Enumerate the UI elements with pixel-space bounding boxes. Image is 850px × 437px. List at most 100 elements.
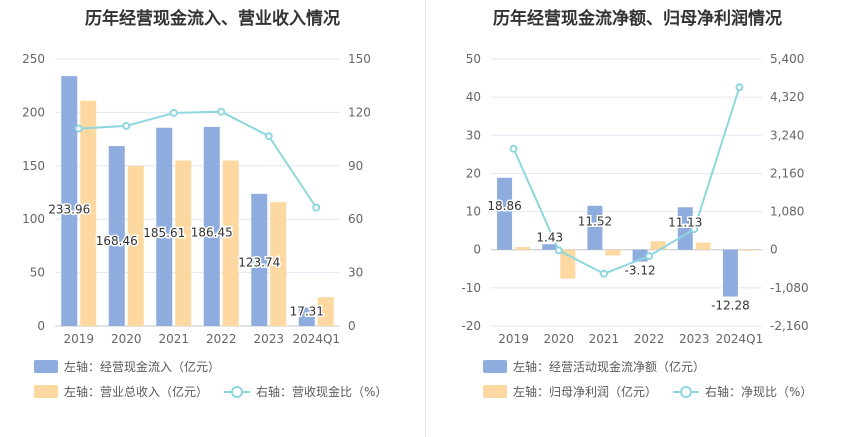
legend-label: 右轴：营收现金比（%）	[256, 385, 388, 399]
ratio-point	[599, 269, 608, 278]
bar-yellow	[695, 242, 711, 250]
bar-data-label: 123.74	[238, 256, 280, 270]
bar-blue	[542, 244, 558, 250]
ratio-point	[690, 225, 699, 234]
chart-title: 历年经营现金流净额、归母净利润情况	[493, 9, 782, 29]
right-tick-label: 90	[348, 159, 363, 173]
ratio-point	[312, 203, 321, 212]
bar-blue	[203, 126, 220, 326]
left-tick-label: 250	[22, 52, 45, 66]
ratio-point	[735, 83, 744, 92]
bar-data-label: -3.12	[625, 264, 656, 278]
bar-yellow	[222, 160, 239, 326]
left-tick-label: 50	[30, 266, 45, 280]
legend-item-cash-inflow[interactable]: 左轴：经营现金流入（亿元）	[34, 358, 220, 375]
ratio-point	[509, 144, 518, 153]
ratio-point	[169, 108, 178, 117]
legend-swatch-yellow	[483, 385, 507, 398]
right-tick-label: 3,240	[770, 128, 804, 142]
left-tick-label: 0	[473, 243, 481, 257]
legend-label: 左轴：经营现金流入（亿元）	[64, 360, 221, 374]
right-tick-label: 30	[348, 266, 363, 280]
ratio-point	[264, 132, 273, 141]
x-tick-label: 2021	[589, 332, 620, 346]
legend-swatch-line	[673, 385, 700, 399]
legend-item-operating-net-cash[interactable]: 左轴：经营活动现金流净额（亿元）	[483, 358, 705, 375]
left-tick-label: 200	[22, 105, 45, 119]
bar-yellow	[650, 241, 666, 250]
ratio-line	[78, 110, 318, 209]
left-tick-label: 20	[466, 166, 481, 180]
right-tick-label: 5,400	[770, 52, 804, 66]
legend-label: 左轴：营业总收入（亿元）	[64, 385, 209, 399]
left-tick-label: 10	[466, 205, 481, 219]
left-tick-label: 40	[466, 90, 481, 104]
bar-data-label: 11.52	[578, 215, 612, 229]
bar-yellow	[175, 160, 192, 326]
left-tick-label: 150	[22, 159, 45, 173]
legend-label: 左轴：经营活动现金流净额（亿元）	[513, 360, 706, 374]
bar-data-label: 1.43	[536, 230, 563, 244]
chart-title: 历年经营现金流入、营业收入情况	[85, 9, 340, 29]
right-tick-label: -2,160	[770, 319, 809, 333]
netcash-profit-chart: -20 -10 0 10 20 30 40 50 -2,160 -1,080 0 1,080 2,160…	[461, 52, 809, 346]
x-tick-label: 2020	[111, 332, 142, 346]
right-tick-label: 1,080	[770, 205, 804, 219]
bar-data-label: 168.46	[96, 234, 138, 248]
netcash-profit-chart-panel: 历年经营现金流净额、归母净利润情况 -20 -10 0 10 20 30 40 50 -2,16…	[425, 0, 850, 437]
x-tick-label: 2024Q1	[292, 332, 340, 346]
bar-data-label: -12.28	[711, 299, 750, 313]
bar-blue	[251, 193, 268, 326]
bar-data-label: 186.45	[191, 225, 233, 239]
right-tick-label: 60	[348, 212, 363, 226]
panel-divider	[425, 0, 426, 437]
bar-yellow	[317, 297, 334, 326]
legend-swatch-yellow	[34, 385, 58, 398]
left-tick-label: -20	[461, 319, 481, 333]
left-tick-label: 30	[466, 128, 481, 142]
bar-blue	[632, 249, 648, 262]
right-tick-label: 2,160	[770, 166, 804, 180]
x-tick-label: 2023	[253, 332, 284, 346]
left-tick-label: 100	[22, 212, 45, 226]
ratio-point	[645, 252, 654, 261]
bar-blue	[497, 177, 513, 250]
bar-yellow	[515, 247, 531, 250]
ratio-point	[217, 107, 226, 116]
legend-item-revenue[interactable]: 左轴：营业总收入（亿元）	[34, 383, 208, 400]
bar-blue	[677, 207, 693, 250]
legend-swatch-blue	[483, 360, 507, 373]
legend-row-2: 左轴：营业总收入（亿元） 右轴：营收现金比（%）	[34, 383, 403, 400]
left-tick-label: 50	[466, 52, 481, 66]
bar-data-label: 18.86	[487, 199, 521, 213]
legend-item-net-cash-ratio[interactable]: 右轴：净现比（%）	[673, 383, 812, 400]
legend-row-1: 左轴：经营现金流入（亿元）	[34, 358, 236, 375]
legend-item-cash-revenue-ratio[interactable]: 右轴：营收现金比（%）	[224, 383, 387, 400]
cashflow-revenue-chart-panel: 历年经营现金流入、营业收入情况 0 50 100 150 200 250 0 30 60 90 12…	[22, 9, 403, 400]
right-tick-label: 120	[348, 105, 371, 119]
legend-swatch-blue	[34, 360, 58, 373]
cashflow-revenue-chart: 0 50 100 150 200 250 0 30 60 90 120 150 2019 2020 2021…	[22, 52, 371, 346]
legend-label: 右轴：净现比（%）	[705, 385, 813, 399]
x-tick-label: 2020	[543, 332, 574, 346]
ratio-point	[554, 246, 563, 255]
bar-yellow	[127, 165, 144, 326]
ratio-point	[74, 124, 83, 133]
legend-row-1: 左轴：经营活动现金流净额（亿元）	[483, 358, 721, 375]
bar-data-label: 11.13	[668, 215, 702, 229]
bar-yellow	[80, 100, 97, 326]
legend-row-2: 左轴：归母净利润（亿元） 右轴：净现比（%）	[483, 383, 828, 400]
legend-item-net-profit[interactable]: 左轴：归母净利润（亿元）	[483, 383, 657, 400]
right-tick-label: -1,080	[770, 281, 809, 295]
bar-data-label: 17.31	[290, 304, 324, 318]
bar-blue	[587, 205, 603, 250]
ratio-line	[512, 86, 741, 275]
right-tick-label: 0	[770, 243, 778, 257]
ratio-point	[122, 121, 131, 130]
bar-data-label: 233.96	[48, 203, 90, 217]
x-tick-label: 2019	[498, 332, 529, 346]
bar-data-label: 185.61	[143, 226, 185, 240]
x-tick-label: 2022	[206, 332, 237, 346]
bar-yellow	[605, 249, 621, 256]
right-tick-label: 4,320	[770, 90, 804, 104]
